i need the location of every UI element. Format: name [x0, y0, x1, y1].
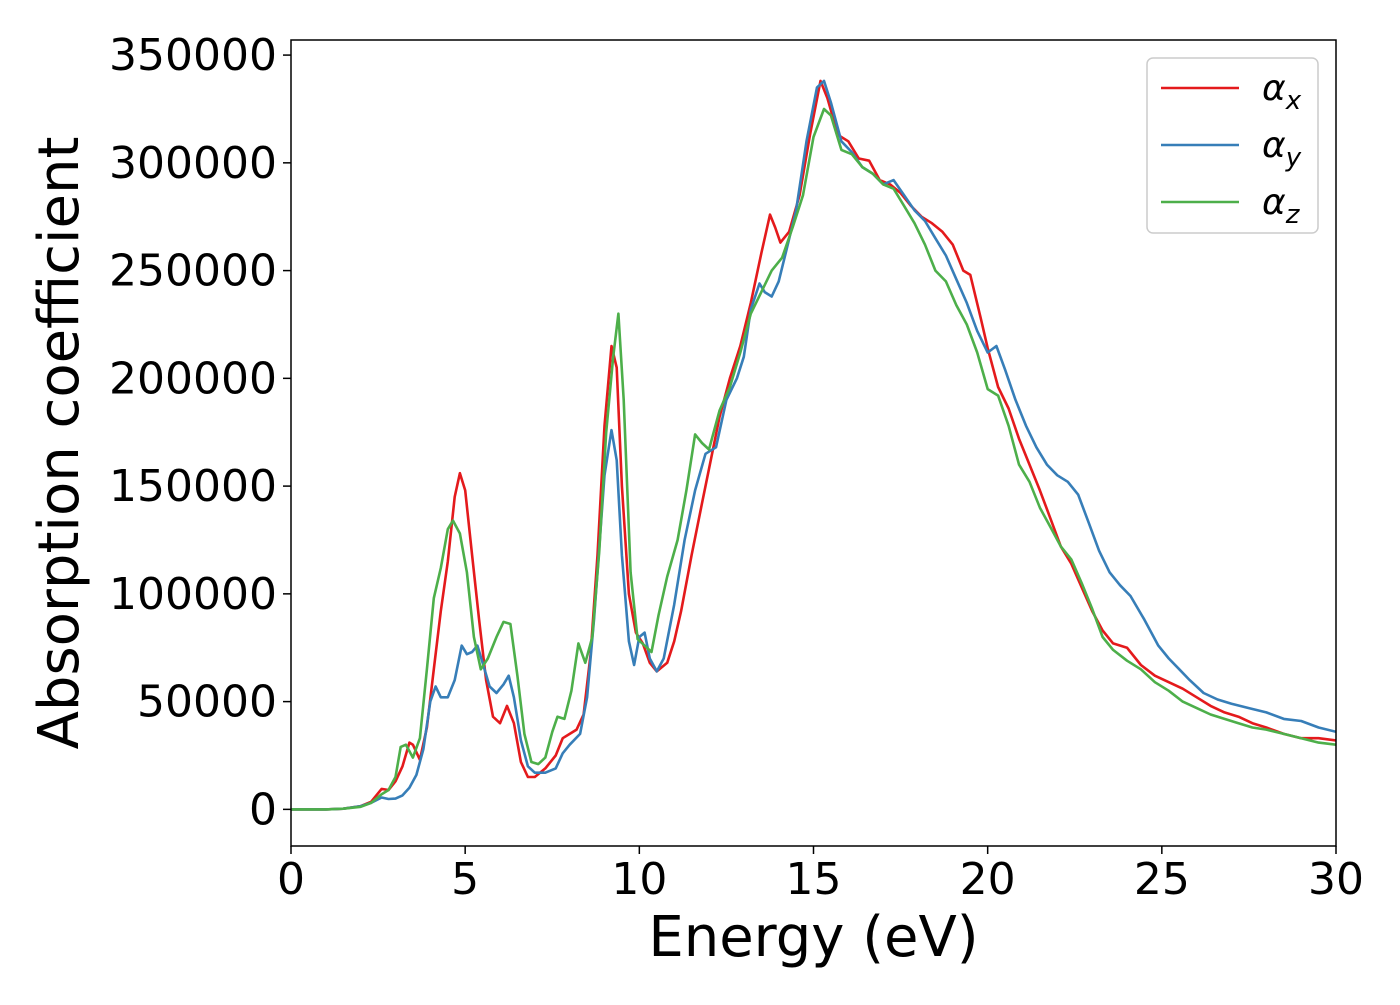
- y-tick-label: 250000: [109, 246, 277, 297]
- legend-label-z: αz: [1262, 182, 1301, 230]
- y-tick-label: 150000: [109, 461, 277, 512]
- legend: αx αy αz: [1146, 57, 1319, 234]
- x-axis-title: Energy (eV): [648, 905, 978, 970]
- y-tick-label: 350000: [109, 30, 277, 81]
- y-tick-label: 0: [249, 784, 277, 835]
- x-tick-label: 25: [1134, 854, 1190, 905]
- x-tick-label: 30: [1308, 854, 1364, 905]
- series-line-x: [291, 79, 1336, 811]
- y-tick-label: 50000: [137, 677, 277, 728]
- x-tick-label: 20: [960, 854, 1016, 905]
- legend-label-y: αy: [1262, 125, 1302, 173]
- series-line-y: [291, 79, 1336, 811]
- y-axis-ticks: 0 50000 100000 150000 200000 250000 300000 3500…: [109, 30, 291, 835]
- x-tick-label: 5: [451, 854, 479, 905]
- y-tick-label: 100000: [109, 569, 277, 620]
- x-tick-label: 15: [786, 854, 842, 905]
- legend-label-x: αx: [1262, 68, 1302, 116]
- y-axis-title: Absorption coefficient: [27, 137, 92, 750]
- y-tick-label: 200000: [109, 353, 277, 404]
- x-tick-label: 10: [611, 854, 667, 905]
- y-tick-label: 300000: [109, 138, 277, 189]
- legend-items: αx αy αz: [1161, 68, 1302, 230]
- series-line-z: [291, 107, 1336, 811]
- series-layer: [291, 79, 1336, 811]
- x-tick-label: 0: [277, 854, 305, 905]
- x-axis-ticks: 0 5 10 15 20 25 30: [277, 846, 1364, 905]
